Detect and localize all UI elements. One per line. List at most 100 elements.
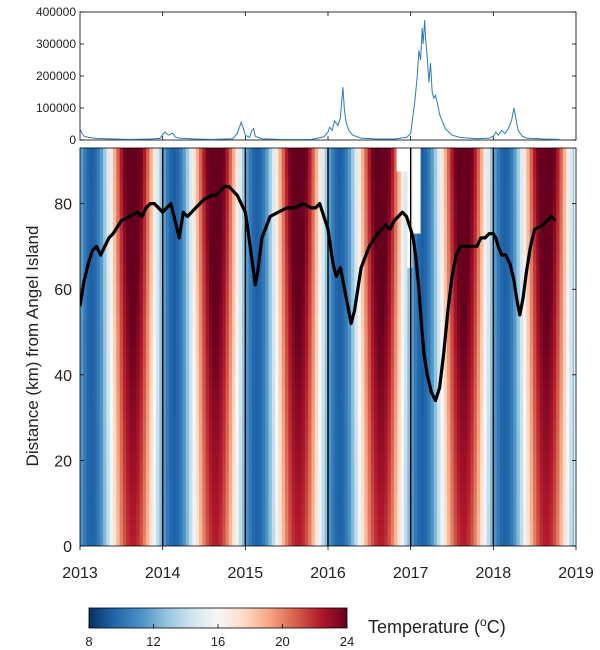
heatmap-cell xyxy=(152,367,157,380)
heatmap-cell xyxy=(480,441,485,453)
heatmap-cell xyxy=(483,315,488,327)
heatmap-cell xyxy=(232,294,237,306)
heatmap-cell xyxy=(199,294,203,306)
heatmap-cell xyxy=(245,430,250,442)
heatmap-cell xyxy=(242,525,246,537)
heatmap-cell xyxy=(420,357,425,369)
heatmap-cell xyxy=(387,378,392,390)
heatmap-cell xyxy=(192,315,197,327)
heatmap-cell xyxy=(400,420,405,432)
heatmap-cell xyxy=(427,493,432,505)
heatmap-cell xyxy=(96,451,101,463)
heatmap-cell xyxy=(397,472,402,484)
heatmap-cell xyxy=(400,504,405,516)
heatmap-cell xyxy=(347,179,352,191)
heatmap-cell xyxy=(139,200,144,212)
heatmap-cell xyxy=(314,294,319,306)
heatmap-cell xyxy=(354,504,359,516)
heatmap-cell xyxy=(195,189,200,201)
heatmap-cell xyxy=(165,242,170,254)
heatmap-cell xyxy=(142,504,147,516)
heatmap-cell xyxy=(470,347,475,359)
heatmap-cell xyxy=(162,493,167,505)
heatmap-cell xyxy=(235,504,240,516)
heatmap-cell xyxy=(380,514,385,526)
heatmap-cell xyxy=(248,357,253,369)
heatmap-cell xyxy=(390,430,395,442)
heatmap-cell xyxy=(291,347,296,359)
heatmap-cell xyxy=(377,441,382,453)
heatmap-cell xyxy=(202,168,207,181)
heatmap-cell xyxy=(407,504,412,516)
heatmap-cell xyxy=(304,409,309,421)
heatmap-cell xyxy=(106,472,111,484)
heatmap-cell xyxy=(417,378,422,390)
heatmap-cell xyxy=(324,441,329,453)
heatmap-cell xyxy=(265,294,270,306)
heatmap-cell xyxy=(404,305,408,317)
heatmap-cell xyxy=(96,514,101,526)
heatmap-cell xyxy=(195,294,200,306)
heatmap-cell xyxy=(410,326,415,338)
heatmap-cell xyxy=(443,441,448,453)
heatmap-cell xyxy=(83,483,88,495)
heatmap-cell xyxy=(470,462,475,474)
heatmap-cell xyxy=(447,483,451,495)
heatmap-cell xyxy=(440,420,445,432)
heatmap-cell xyxy=(265,284,270,296)
heatmap-cell xyxy=(218,514,223,526)
heatmap-cell xyxy=(169,242,174,254)
heatmap-cell xyxy=(288,263,293,275)
heatmap-cell xyxy=(278,336,283,348)
heatmap-cell xyxy=(404,472,408,484)
heatmap-cell xyxy=(483,451,488,463)
heatmap-cell xyxy=(288,451,293,463)
heatmap-cell xyxy=(476,493,481,505)
heatmap-cell xyxy=(397,231,402,243)
heatmap-cell xyxy=(93,158,98,170)
heatmap-cell xyxy=(480,242,485,254)
heatmap-cell xyxy=(311,462,316,474)
heatmap-cell xyxy=(215,221,220,233)
heatmap-cell xyxy=(235,525,240,537)
heatmap-cell xyxy=(285,294,289,306)
heatmap-cell xyxy=(427,200,432,212)
heatmap-cell xyxy=(281,493,286,505)
heatmap-cell xyxy=(384,388,389,400)
heatmap-cell xyxy=(493,326,498,338)
heatmap-cell xyxy=(506,504,511,516)
heatmap-cell xyxy=(417,347,422,359)
heatmap-cell xyxy=(132,409,137,421)
heatmap-cell xyxy=(506,367,511,380)
heatmap-cell xyxy=(192,294,197,306)
heatmap-cell xyxy=(152,504,157,516)
heatmap-cell xyxy=(265,378,270,390)
heatmap-cell xyxy=(410,336,415,348)
heatmap-cell xyxy=(294,409,299,421)
heatmap-cell xyxy=(430,462,435,474)
heatmap-cell xyxy=(337,231,342,243)
heatmap-cell xyxy=(288,158,293,170)
heatmap-cell xyxy=(351,441,356,453)
heatmap-cell xyxy=(318,168,322,181)
heatmap-cell xyxy=(278,263,283,275)
heatmap-cell xyxy=(156,420,160,432)
heatmap-cell xyxy=(205,305,210,317)
heatmap-cell xyxy=(122,430,127,442)
heatmap-cell xyxy=(182,158,187,170)
heatmap-cell xyxy=(328,315,332,327)
heatmap-cell xyxy=(199,367,203,380)
heatmap-cell xyxy=(225,504,230,516)
heatmap-cell xyxy=(162,441,167,453)
heatmap-cell xyxy=(245,441,250,453)
heatmap-cell xyxy=(285,504,289,516)
heatmap-cell xyxy=(470,430,475,442)
heatmap-cell xyxy=(159,378,164,390)
heatmap-cell xyxy=(354,336,359,348)
heatmap-cell xyxy=(374,347,379,359)
heatmap-cell xyxy=(222,430,227,442)
heatmap-cell xyxy=(162,148,167,160)
heatmap-cell xyxy=(463,252,468,264)
heatmap-cell xyxy=(265,399,270,411)
heatmap-cell xyxy=(420,504,425,516)
